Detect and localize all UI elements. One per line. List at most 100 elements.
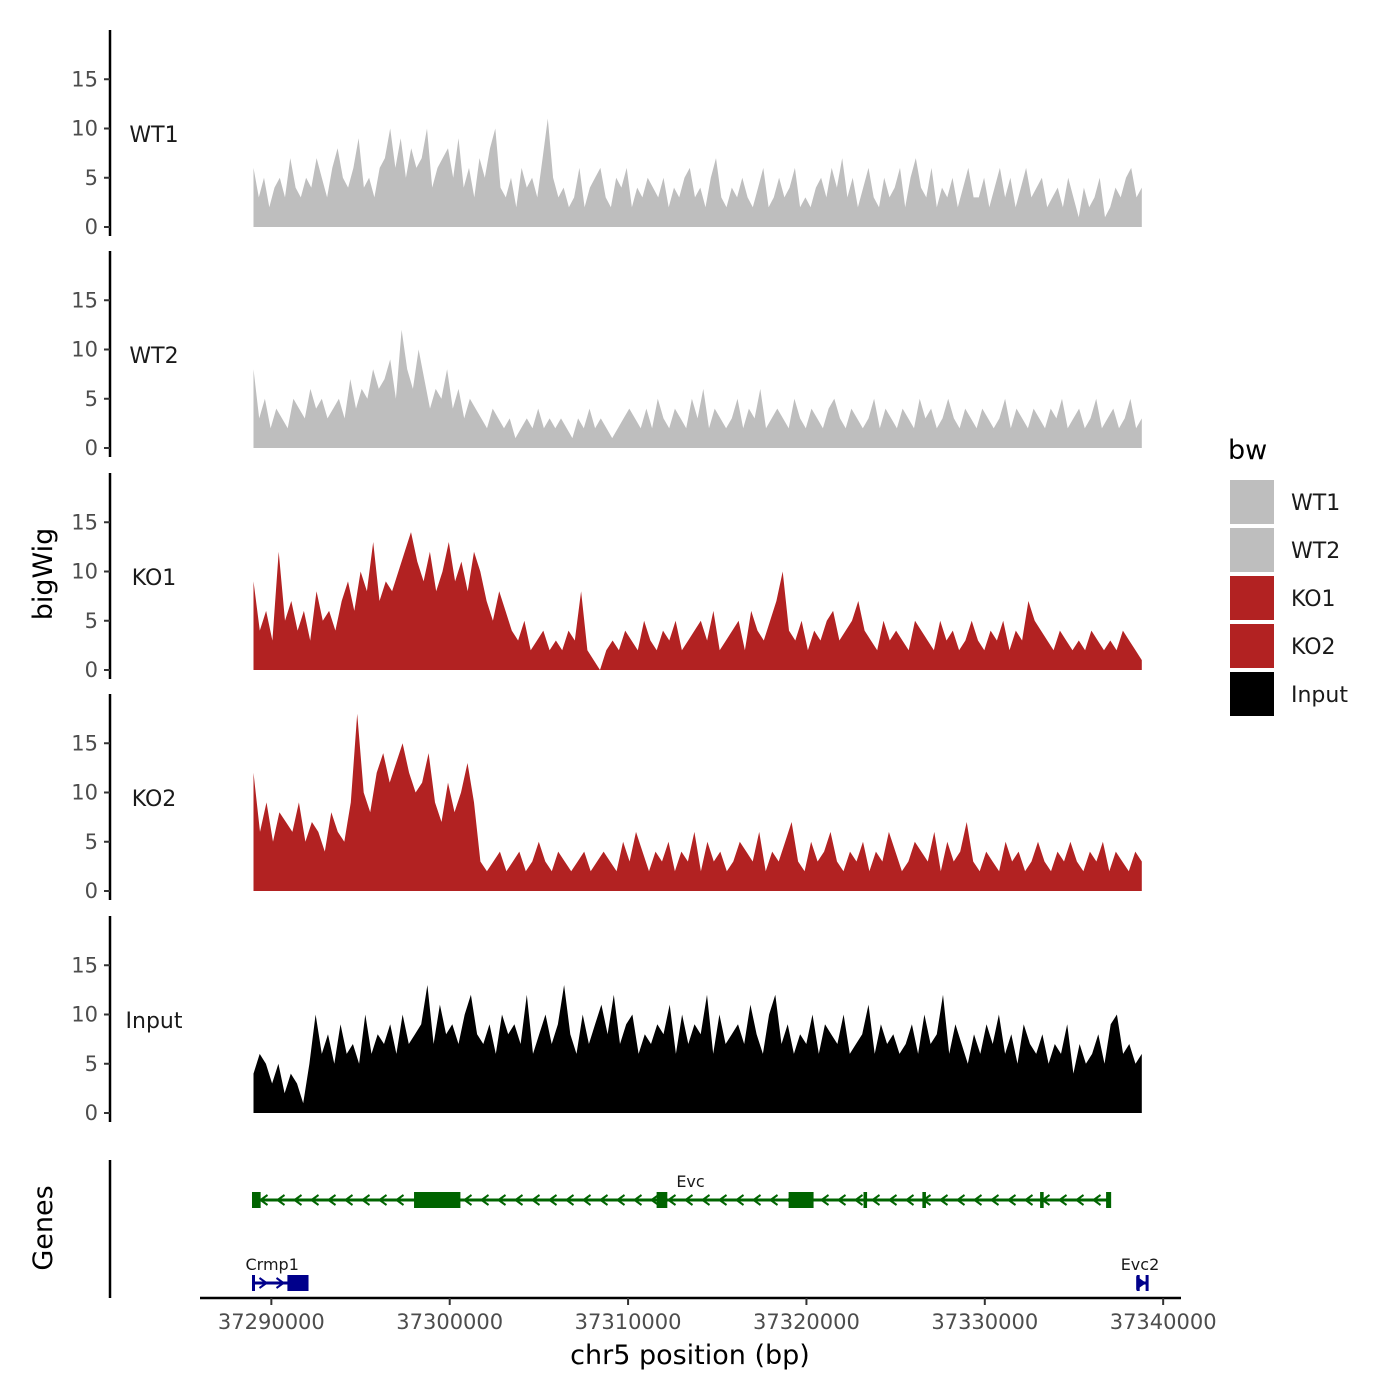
strand-arrow <box>904 1194 915 1206</box>
strand-arrow <box>513 1194 524 1206</box>
y-tick-label: 15 <box>71 731 98 755</box>
y-tick-label: 15 <box>71 67 98 91</box>
x-tick-label: 37300000 <box>396 1310 503 1334</box>
track-label: KO2 <box>132 787 177 812</box>
y-tick-label: 10 <box>71 560 98 584</box>
strand-arrow <box>1023 1194 1034 1206</box>
exon <box>414 1192 461 1208</box>
strand-arrow <box>598 1194 609 1206</box>
y-tick-label: 5 <box>85 166 98 190</box>
exon <box>863 1192 868 1208</box>
tracks-layer: 0 5 10 15 WT1 0 5 10 15 WT2 0 5 10 15 KO1 0 5 10 15 KO2 0 5 10… <box>71 30 1142 1125</box>
x-tick-label: 37320000 <box>753 1310 860 1334</box>
strand-arrow <box>955 1194 966 1206</box>
strand-arrow <box>649 1194 660 1206</box>
y-tick-label: 0 <box>85 436 98 460</box>
strand-arrow <box>836 1194 847 1206</box>
y-axis-title: bigWig <box>28 528 59 621</box>
track-input: 0 5 10 15 Input <box>71 916 1142 1125</box>
strand-arrow <box>258 1277 269 1289</box>
strand-arrow <box>275 1277 286 1289</box>
genes-axis-title: Genes <box>28 1185 59 1270</box>
signal-area-ko1 <box>253 532 1142 670</box>
strand-arrow <box>938 1194 949 1206</box>
strand-arrow <box>326 1194 337 1206</box>
signal-area-wt1 <box>253 118 1142 227</box>
legend: bw WT1 WT2 KO1 KO2 Input <box>1228 435 1348 716</box>
legend-label: Input <box>1291 683 1348 708</box>
track-ko2: 0 5 10 15 KO2 <box>71 694 1142 903</box>
track-wt2: 0 5 10 15 WT2 <box>71 251 1142 460</box>
strand-arrow <box>717 1194 728 1206</box>
strand-arrow <box>343 1194 354 1206</box>
signal-area-ko2 <box>253 713 1142 891</box>
strand-arrow <box>496 1194 507 1206</box>
y-tick-label: 5 <box>85 830 98 854</box>
legend-label: WT2 <box>1291 539 1340 564</box>
y-tick-label: 10 <box>71 1003 98 1027</box>
strand-arrow <box>632 1194 643 1206</box>
strand-arrow <box>564 1194 575 1206</box>
strand-arrow <box>819 1194 830 1206</box>
strand-arrow <box>734 1194 745 1206</box>
legend-label: KO2 <box>1291 635 1336 660</box>
strand-arrow <box>615 1194 626 1206</box>
x-axis: 37290000 37300000 37310000 37320000 37330000… <box>200 1296 1217 1334</box>
x-tick-label: 37340000 <box>1110 1310 1217 1334</box>
exon <box>656 1192 668 1208</box>
genes-panel: Evc Crmp1 Evc2 <box>108 1160 1160 1298</box>
strand-arrow <box>275 1194 286 1206</box>
track-ko1: 0 5 10 15 KO1 <box>71 473 1142 682</box>
legend-swatch <box>1230 624 1274 668</box>
strand-arrow <box>666 1194 677 1206</box>
y-tick-label: 10 <box>71 781 98 805</box>
strand-arrow <box>547 1194 558 1206</box>
exon <box>253 1192 261 1208</box>
signal-area-wt2 <box>253 329 1142 448</box>
y-tick-label: 15 <box>71 510 98 534</box>
legend-swatch <box>1230 672 1274 716</box>
track-label: KO1 <box>132 566 177 591</box>
legend-swatch <box>1230 528 1274 572</box>
legend-label: WT1 <box>1291 491 1340 516</box>
strand-arrow <box>768 1194 779 1206</box>
y-tick-label: 0 <box>85 879 98 903</box>
gene-label: Evc <box>676 1172 704 1191</box>
strand-arrow <box>972 1194 983 1206</box>
gene-evc2: Evc2 <box>1121 1255 1160 1291</box>
strand-arrow <box>1057 1194 1068 1206</box>
strand-arrow <box>1074 1194 1085 1206</box>
track-label: WT2 <box>129 344 178 369</box>
y-tick-label: 0 <box>85 1101 98 1125</box>
strand-arrow <box>360 1194 371 1206</box>
strand-arrow <box>292 1194 303 1206</box>
strand-arrow <box>377 1194 388 1206</box>
gene-label: Crmp1 <box>246 1255 299 1274</box>
y-tick-label: 5 <box>85 609 98 633</box>
track-label: Input <box>126 1009 183 1034</box>
track-label: WT1 <box>129 123 178 148</box>
exon <box>1106 1192 1110 1208</box>
strand-arrow <box>1136 1276 1147 1290</box>
strand-arrow <box>853 1194 864 1206</box>
strand-arrow <box>870 1194 881 1206</box>
y-tick-label: 5 <box>85 1052 98 1076</box>
y-tick-label: 0 <box>85 658 98 682</box>
y-tick-label: 5 <box>85 387 98 411</box>
x-tick-label: 37330000 <box>931 1310 1038 1334</box>
exon <box>788 1192 814 1208</box>
strand-arrow <box>394 1194 405 1206</box>
strand-arrow <box>700 1194 711 1206</box>
strand-arrow <box>887 1194 898 1206</box>
strand-arrow <box>462 1194 473 1206</box>
legend-title: bw <box>1228 435 1267 466</box>
strand-arrow <box>530 1194 541 1206</box>
track-wt1: 0 5 10 15 WT1 <box>71 30 1142 239</box>
gene-label: Evc2 <box>1121 1255 1160 1274</box>
legend-label: KO1 <box>1291 587 1336 612</box>
legend-swatch <box>1230 480 1274 524</box>
signal-area-input <box>253 985 1142 1113</box>
gene-crmp1: Crmp1 <box>246 1255 309 1291</box>
exon <box>922 1192 926 1208</box>
